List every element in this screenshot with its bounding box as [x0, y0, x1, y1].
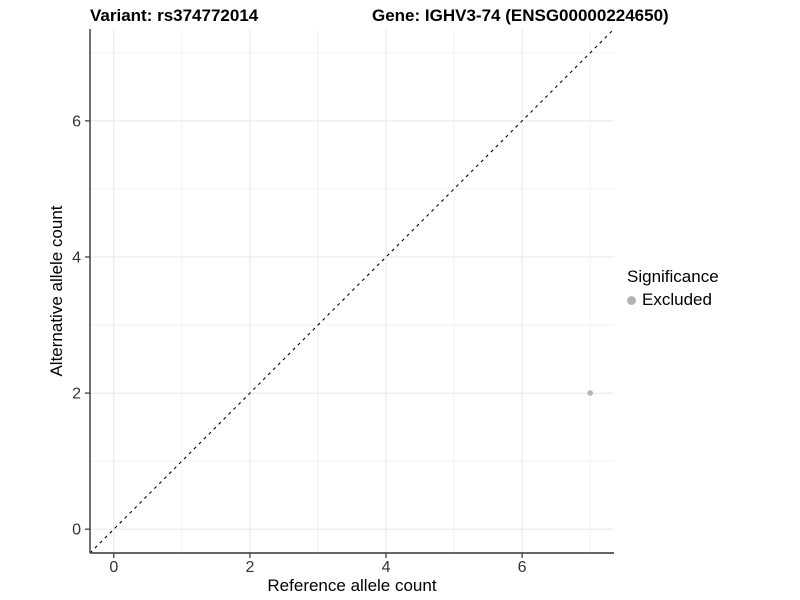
x-tick-label: 6	[518, 559, 527, 576]
axis-lines	[89, 29, 614, 554]
legend-entry-label: Excluded	[642, 290, 712, 309]
variant-title: Variant: rs374772014	[90, 6, 259, 25]
major-gridlines	[90, 29, 614, 553]
excluded-point-icon	[627, 295, 636, 305]
minor-gridlines	[90, 29, 614, 553]
y-tick-label: 4	[72, 249, 81, 266]
y-axis-title: Alternative allele count	[47, 205, 66, 377]
data-point-excluded	[587, 390, 593, 396]
legend: Significance Excluded	[627, 267, 719, 310]
y-tick-label: 0	[72, 522, 81, 539]
tick-labels: 0 2 4 6 0 2 4 6	[72, 113, 527, 576]
legend-title: Significance	[627, 267, 719, 286]
x-tick-label: 4	[382, 559, 391, 576]
x-tick-label: 2	[245, 559, 254, 576]
legend-entry-excluded: Excluded	[627, 290, 719, 310]
y-tick-label: 6	[72, 113, 81, 130]
x-axis-title: Reference allele count	[267, 576, 437, 595]
identity-reference-line	[89, 28, 615, 554]
data-points	[587, 390, 593, 396]
x-tick-label: 0	[109, 559, 118, 576]
axis-ticks	[85, 120, 523, 558]
y-tick-label: 2	[72, 386, 81, 403]
gene-title: Gene: IGHV3-74 (ENSG00000224650)	[372, 6, 669, 25]
